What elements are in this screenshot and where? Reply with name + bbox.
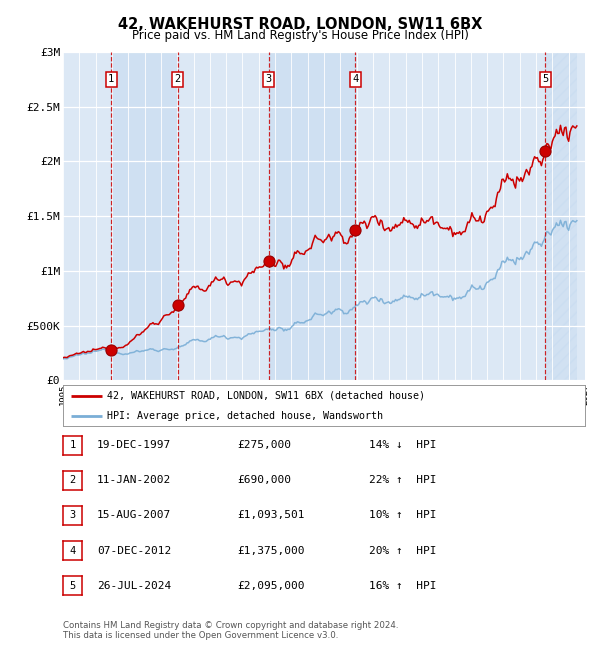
Text: 16% ↑  HPI: 16% ↑ HPI bbox=[369, 580, 437, 591]
Text: 2: 2 bbox=[70, 475, 76, 486]
Text: 15-AUG-2007: 15-AUG-2007 bbox=[97, 510, 172, 521]
Text: 5: 5 bbox=[70, 580, 76, 591]
Text: Price paid vs. HM Land Registry's House Price Index (HPI): Price paid vs. HM Land Registry's House … bbox=[131, 29, 469, 42]
Text: 42, WAKEHURST ROAD, LONDON, SW11 6BX: 42, WAKEHURST ROAD, LONDON, SW11 6BX bbox=[118, 17, 482, 32]
Text: 5: 5 bbox=[542, 74, 548, 85]
Text: 4: 4 bbox=[352, 74, 359, 85]
Text: 14% ↓  HPI: 14% ↓ HPI bbox=[369, 440, 437, 450]
Bar bbox=[269, 52, 355, 380]
Bar bbox=[545, 52, 577, 380]
Text: £1,375,000: £1,375,000 bbox=[237, 545, 305, 556]
Text: Contains HM Land Registry data © Crown copyright and database right 2024.: Contains HM Land Registry data © Crown c… bbox=[63, 621, 398, 630]
Text: 20% ↑  HPI: 20% ↑ HPI bbox=[369, 545, 437, 556]
Text: 1: 1 bbox=[70, 440, 76, 450]
Text: 22% ↑  HPI: 22% ↑ HPI bbox=[369, 475, 437, 486]
Text: 19-DEC-1997: 19-DEC-1997 bbox=[97, 440, 172, 450]
Text: 07-DEC-2012: 07-DEC-2012 bbox=[97, 545, 172, 556]
Text: 3: 3 bbox=[70, 510, 76, 521]
Text: £1,093,501: £1,093,501 bbox=[237, 510, 305, 521]
Text: 3: 3 bbox=[266, 74, 272, 85]
Text: £275,000: £275,000 bbox=[237, 440, 291, 450]
Text: 2: 2 bbox=[175, 74, 181, 85]
Text: 11-JAN-2002: 11-JAN-2002 bbox=[97, 475, 172, 486]
Text: 4: 4 bbox=[70, 545, 76, 556]
Text: 26-JUL-2024: 26-JUL-2024 bbox=[97, 580, 172, 591]
Text: This data is licensed under the Open Government Licence v3.0.: This data is licensed under the Open Gov… bbox=[63, 631, 338, 640]
Text: 42, WAKEHURST ROAD, LONDON, SW11 6BX (detached house): 42, WAKEHURST ROAD, LONDON, SW11 6BX (de… bbox=[107, 391, 425, 400]
Text: £2,095,000: £2,095,000 bbox=[237, 580, 305, 591]
Bar bbox=[111, 52, 178, 380]
Text: £690,000: £690,000 bbox=[237, 475, 291, 486]
Text: HPI: Average price, detached house, Wandsworth: HPI: Average price, detached house, Wand… bbox=[107, 411, 383, 421]
Text: 10% ↑  HPI: 10% ↑ HPI bbox=[369, 510, 437, 521]
Text: 1: 1 bbox=[108, 74, 115, 85]
